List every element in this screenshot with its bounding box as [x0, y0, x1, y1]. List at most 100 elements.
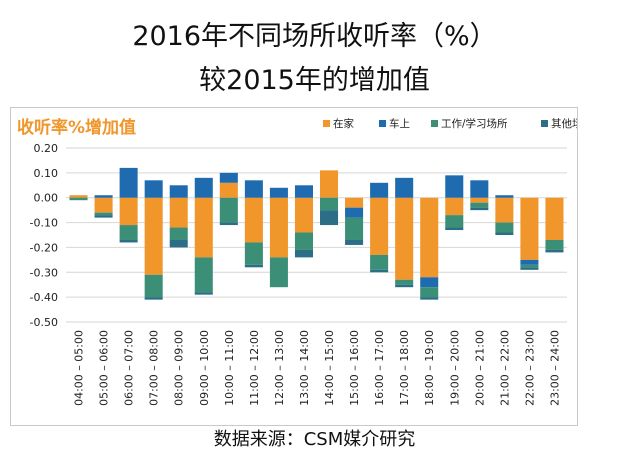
bar-segment-3: [445, 215, 464, 228]
bar-segment-3: [219, 197, 238, 223]
bar-segment-1: [320, 170, 339, 198]
x-tick-label: 21:00 – 22:00: [498, 330, 511, 406]
legend-swatch: [431, 120, 438, 127]
x-tick-label: 15:00 – 16:00: [348, 330, 361, 406]
x-tick-label: 11:00 – 12:00: [248, 330, 261, 406]
legend-label: 工作/学习场所: [441, 117, 508, 130]
y-tick-label: 0.10: [34, 167, 59, 180]
x-tick-label: 10:00 – 11:00: [223, 330, 236, 406]
bar-segment-2: [370, 182, 389, 198]
x-tick-label: 05:00 – 06:00: [98, 330, 111, 406]
bar-segment-4: [244, 264, 263, 268]
legend-swatch: [541, 120, 548, 127]
bar-segment-4: [470, 207, 489, 211]
bar-segment-1: [420, 197, 439, 278]
x-tick-label: 14:00 – 15:00: [323, 330, 336, 406]
bar-segment-4: [495, 232, 514, 235]
bar-segment-2: [119, 167, 138, 198]
plot-spacer: [66, 148, 567, 322]
bar-segment-3: [294, 232, 313, 250]
x-tick-label: 19:00 – 20:00: [448, 330, 461, 406]
bar-segment-4: [194, 292, 213, 295]
x-tick-label: 23:00 – 24:00: [548, 330, 561, 406]
source-note: 数据来源：CSM媒介研究: [213, 429, 416, 450]
y-tick-label: 0.20: [34, 142, 59, 155]
bar-segment-1: [470, 197, 489, 203]
bar-segment-2: [470, 180, 489, 198]
bar-segment-4: [445, 227, 464, 231]
bar-segment-1: [94, 197, 113, 213]
bar-segment-3: [495, 222, 514, 233]
x-tick-label: 18:00 – 19:00: [423, 330, 436, 406]
bar-segment-4: [94, 215, 113, 218]
headline-line-2: 较2015年的增加值: [199, 65, 430, 96]
x-tick-label: 12:00 – 13:00: [273, 330, 286, 406]
legend-swatch: [379, 120, 386, 127]
bar-segment-4: [320, 210, 339, 226]
bar-segment-4: [395, 284, 414, 288]
x-tick-label: 09:00 – 10:00: [198, 330, 211, 406]
y-tick-label: -0.40: [30, 291, 58, 304]
bar-segment-1: [294, 197, 313, 233]
bar-segment-1: [370, 197, 389, 255]
legend-swatch: [323, 120, 330, 127]
bar-segment-1: [269, 197, 288, 258]
bar-segment-4: [144, 297, 163, 300]
bar-segment-2: [445, 175, 464, 198]
bar-segment-3: [520, 264, 539, 268]
bar-segment-3: [269, 257, 288, 288]
bar-segment-2: [94, 195, 113, 198]
bar-segment-3: [94, 212, 113, 216]
bar-segment-4: [345, 239, 364, 245]
bar-segment-2: [194, 177, 213, 198]
bar-segment-3: [144, 274, 163, 298]
bar-segment-3: [69, 197, 88, 201]
bar-segment-2: [495, 195, 514, 198]
bar-segment-3: [194, 257, 213, 293]
bar-segment-3: [545, 239, 564, 250]
bar-segment-2: [345, 207, 364, 218]
bar-segment-3: [244, 242, 263, 265]
bar-segment-1: [69, 195, 88, 198]
bar-segment-1: [545, 197, 564, 240]
bar-segment-2: [219, 172, 238, 183]
bar-segment-3: [370, 254, 389, 270]
x-tick-label: 13:00 – 14:00: [298, 330, 311, 406]
chart-frame: 收听率%增加值 在家 车上 工作/学习场所 其他场所 0.20 0.10 0.00 -0.10 -…: [10, 107, 578, 426]
y-tick-label: -0.20: [30, 241, 58, 254]
y-tick-label: -0.10: [30, 217, 58, 230]
bar-segment-4: [420, 297, 439, 300]
bar-segment-4: [520, 267, 539, 270]
bar-segment-1: [520, 197, 539, 260]
bar-segment-3: [345, 217, 364, 240]
x-tick-label: 06:00 – 07:00: [123, 330, 136, 406]
x-tick-label: 08:00 – 09:00: [173, 330, 186, 406]
bar-segment-2: [269, 187, 288, 198]
bar-segment-1: [219, 182, 238, 198]
bar-segment-2: [169, 185, 188, 198]
x-tick-label: 04:00 – 05:00: [73, 330, 86, 406]
y-tick-label: -0.50: [30, 316, 58, 329]
bar-segment-2: [420, 277, 439, 288]
x-tick-label: 20:00 – 21:00: [473, 330, 486, 406]
bar-segment-1: [345, 197, 364, 208]
x-tick-label: 22:00 – 23:00: [523, 330, 536, 406]
legend-label: 车上: [389, 117, 410, 130]
bar-segment-1: [495, 197, 514, 223]
bar-segment-1: [119, 197, 138, 226]
stacked-bar-chart: 收听率%增加值 在家 车上 工作/学习场所 其他场所 0.20 0.10 0.00 -0.10 -…: [17, 117, 577, 406]
bar-segment-3: [119, 225, 138, 240]
bar-segment-4: [545, 249, 564, 253]
bar-segment-3: [420, 287, 439, 298]
bar-segment-1: [144, 197, 163, 275]
bar-segment-4: [294, 249, 313, 258]
bar-segment-1: [445, 197, 464, 216]
bar-segment-1: [244, 197, 263, 243]
y-tick-label: 0.00: [34, 192, 59, 205]
bar-segment-4: [370, 269, 389, 273]
bar-segment-4: [169, 239, 188, 248]
headline-line-1: 2016年不同场所收听率（%）: [132, 21, 497, 52]
bar-segment-3: [320, 197, 339, 211]
bar-segment-3: [395, 279, 414, 285]
y-tick-label: -0.30: [30, 266, 58, 279]
